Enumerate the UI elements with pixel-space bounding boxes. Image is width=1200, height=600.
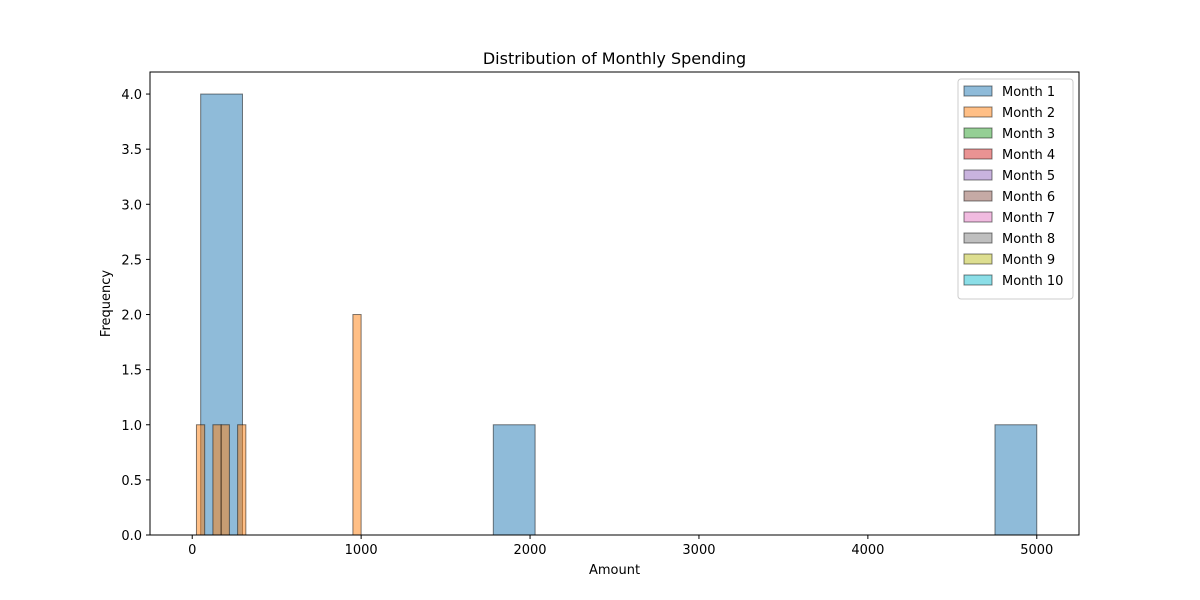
legend-label: Month 3 <box>1002 127 1055 142</box>
legend-swatch <box>963 211 993 223</box>
histogram-bar <box>212 424 222 536</box>
legend-label: Month 9 <box>1002 253 1055 268</box>
legend-swatch <box>963 169 993 181</box>
histogram-bar <box>352 314 362 536</box>
legend-label: Month 2 <box>1002 106 1055 121</box>
y-tick-label: 2.0 <box>121 309 142 324</box>
y-tick-label: 3.5 <box>121 143 142 158</box>
histogram-bar <box>237 424 247 536</box>
y-tick-label: 4.0 <box>121 88 142 103</box>
histogram-bar <box>220 424 230 536</box>
legend-swatch <box>963 106 993 118</box>
x-tick-label: 2000 <box>513 543 546 558</box>
legend-swatch <box>963 85 993 97</box>
y-tick-label: 1.0 <box>121 419 142 434</box>
legend-swatch <box>963 232 993 244</box>
x-tick-label: 4000 <box>851 543 884 558</box>
plot-frame <box>149 71 1080 536</box>
legend-label: Month 5 <box>1002 169 1055 184</box>
y-tick-label: 1.5 <box>121 364 142 379</box>
y-tick-label: 0.0 <box>121 529 142 544</box>
legend-label: Month 4 <box>1002 148 1055 163</box>
x-tick-label: 0 <box>188 543 196 558</box>
legend-swatch <box>963 148 993 160</box>
chart-title: Distribution of Monthly Spending <box>483 49 746 68</box>
y-tick-label: 0.5 <box>121 474 142 489</box>
legend-swatch <box>963 274 993 286</box>
legend-label: Month 8 <box>1002 232 1055 247</box>
legend-swatch <box>963 127 993 139</box>
x-tick-label: 3000 <box>682 543 715 558</box>
x-axis: 0 1000 2000 3000 4000 5000 <box>188 535 1053 558</box>
y-axis: 0.0 0.5 1.0 1.5 2.0 2.5 3.0 3.5 4.0 <box>121 88 150 544</box>
y-tick-label: 2.5 <box>121 253 142 268</box>
legend-label: Month 7 <box>1002 211 1055 226</box>
legend-swatch <box>963 190 993 202</box>
histogram-bar <box>994 424 1038 536</box>
histogram-bar <box>492 424 536 536</box>
y-axis-title: Frequency <box>99 270 114 337</box>
legend-label: Month 1 <box>1002 85 1055 100</box>
x-axis-title: Amount <box>589 563 640 578</box>
legend-label: Month 6 <box>1002 190 1055 205</box>
x-tick-label: 1000 <box>345 543 378 558</box>
y-tick-label: 3.0 <box>121 198 142 213</box>
histogram-bar <box>195 424 206 536</box>
legend: Month 1 Month 2 Month 3 Month 4 Month 5 Month… <box>957 78 1074 300</box>
x-tick-label: 5000 <box>1020 543 1053 558</box>
histogram-bars <box>195 93 1038 536</box>
legend-swatch <box>963 253 993 265</box>
legend-label: Month 10 <box>1002 274 1063 289</box>
